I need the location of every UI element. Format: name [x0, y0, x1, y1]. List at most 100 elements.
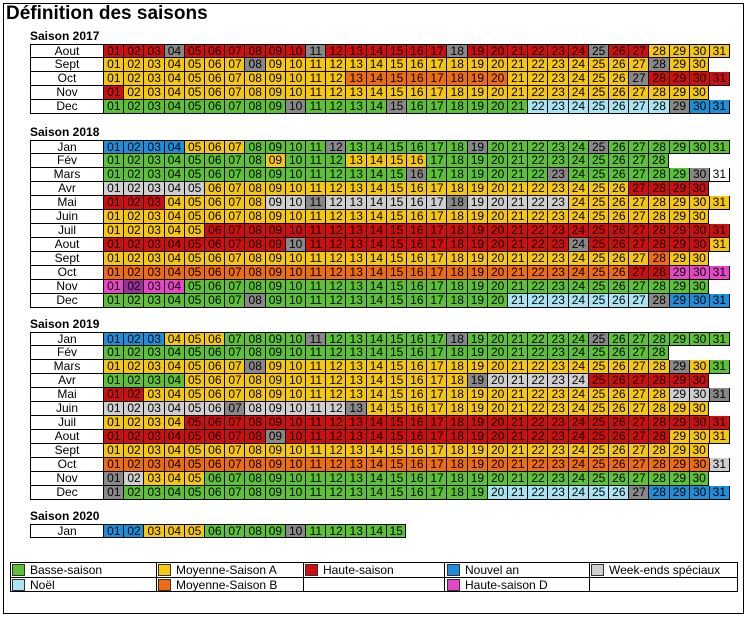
day-cell: 21: [507, 72, 528, 86]
day-cell: 29: [668, 402, 690, 416]
month-label: Juil: [30, 224, 103, 238]
day-cell: 13: [345, 472, 367, 486]
day-cell: 16: [406, 224, 427, 238]
day-cell: 08: [244, 486, 266, 500]
legend-swatch: [305, 564, 318, 576]
day-cell: 12: [325, 224, 346, 238]
month-label: Aout: [30, 44, 103, 58]
day-cell: 06: [204, 140, 225, 154]
day-cell: 27: [628, 472, 649, 486]
day-cell: 09: [264, 402, 286, 416]
day-cell: 03: [143, 210, 165, 224]
day-cell: 27: [628, 280, 649, 294]
day-cell: 29: [668, 168, 690, 182]
day-cell: 19: [466, 210, 488, 224]
day-cell: 10: [284, 524, 306, 538]
day-cell: 17: [426, 100, 447, 114]
season-block: Saison 2020 Jan 01 02 03 04 05 06 07 08 09 10 11 12 13…: [30, 510, 407, 538]
day-cell: 23: [547, 196, 569, 210]
day-cell: 29: [668, 486, 690, 500]
day-cell: 28: [648, 44, 670, 58]
day-cell: 26: [608, 72, 629, 86]
day-cell: 27: [628, 388, 649, 402]
day-cell: 25: [587, 374, 609, 388]
day-cell: 11: [305, 346, 326, 360]
day-cell: 18: [446, 294, 468, 308]
day-cell: 30: [688, 224, 710, 238]
season-title: Saison 2017: [30, 29, 100, 43]
day-cell: 27: [628, 58, 649, 72]
day-cell: 06: [204, 486, 225, 500]
day-cell: 15: [385, 332, 407, 346]
day-cell: 28: [648, 486, 670, 500]
day-cell: 13: [345, 154, 367, 168]
day-cell: 11: [305, 182, 326, 196]
month-label: Jan: [30, 140, 103, 154]
day-cell: 14: [365, 332, 387, 346]
day-cell: 04: [163, 458, 185, 472]
day-cell: 27: [628, 346, 649, 360]
day-cell: 23: [547, 332, 569, 346]
day-cell: 20: [486, 402, 508, 416]
day-cell: 29: [668, 238, 690, 252]
day-cell: 05: [183, 444, 205, 458]
day-cell: 21: [507, 100, 528, 114]
day-cell: 12: [325, 332, 346, 346]
day-cell: 15: [385, 86, 407, 100]
day-cell: 07: [224, 168, 245, 182]
day-cell: 21: [507, 210, 528, 224]
day-cell: 06: [204, 360, 225, 374]
day-cell: 02: [123, 140, 144, 154]
day-cell: 14: [365, 266, 387, 280]
day-cell: 26: [608, 86, 629, 100]
day-cell: 26: [608, 402, 629, 416]
day-cell: 14: [365, 346, 387, 360]
day-cell: 15: [385, 58, 407, 72]
day-cell: 12: [325, 58, 346, 72]
day-cell: 16: [406, 168, 427, 182]
day-cell: 01: [103, 524, 124, 538]
day-cell: 25: [587, 444, 609, 458]
day-cell: 18: [446, 266, 468, 280]
day-cell: 23: [547, 430, 569, 444]
day-cell: 10: [284, 346, 306, 360]
day-cell: 28: [648, 252, 670, 266]
day-cell: 28: [648, 266, 670, 280]
month-label: Mai: [30, 196, 103, 210]
day-cell: 29: [668, 416, 690, 430]
legend-label: Moyenne-Saison A: [176, 563, 277, 577]
day-cell: 17: [426, 332, 447, 346]
day-cell: 28: [648, 210, 670, 224]
day-cell: 10: [284, 196, 306, 210]
day-cell: 10: [284, 430, 306, 444]
day-cell: 09: [264, 58, 286, 72]
day-cell: 23: [547, 140, 569, 154]
day-cell: 28: [648, 280, 670, 294]
day-cell: 27: [628, 402, 649, 416]
day-cell: 03: [143, 196, 165, 210]
day-cell: 25: [587, 458, 609, 472]
day-cell: 14: [365, 360, 387, 374]
day-cell: 04: [163, 360, 185, 374]
month-label: Mai: [30, 388, 103, 402]
day-cell: 03: [143, 486, 165, 500]
month-label: Sept: [30, 58, 103, 72]
day-cell: 02: [123, 402, 144, 416]
day-cell: 16: [406, 458, 427, 472]
day-cell: 29: [668, 252, 690, 266]
day-cell: 04: [163, 430, 185, 444]
day-cell: 14: [365, 182, 387, 196]
day-cell: 10: [284, 168, 306, 182]
day-cell: 07: [224, 266, 245, 280]
day-cell: 12: [325, 182, 346, 196]
day-cell: 10: [284, 388, 306, 402]
day-cell: 18: [446, 196, 468, 210]
month-label: Avr: [30, 374, 103, 388]
day-cell: 08: [244, 332, 266, 346]
day-cell: 19: [466, 72, 488, 86]
legend-swatch: [158, 564, 171, 576]
day-cell: 22: [527, 44, 548, 58]
day-cell: 16: [406, 374, 427, 388]
month-row: Juin 01 02 03 04 05 06 07 08 09 10 11 12 13 14 15 16 17 18…: [30, 402, 710, 416]
day-cell: 18: [446, 346, 468, 360]
